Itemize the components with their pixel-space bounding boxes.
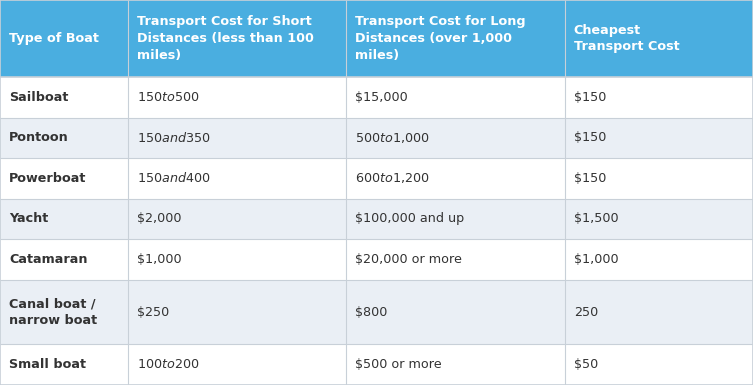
Bar (0, 199, 128, 239)
Bar (565, 345, 753, 385)
Bar (128, 280, 346, 345)
Bar (565, 77, 753, 117)
Text: $150: $150 (574, 131, 606, 144)
Bar (565, 0, 753, 77)
Bar (565, 199, 753, 239)
Text: Transport Cost for Long
Distances (over 1,000
miles): Transport Cost for Long Distances (over … (355, 15, 526, 62)
Text: $50: $50 (574, 358, 598, 371)
Text: $100,000 and up: $100,000 and up (355, 213, 465, 225)
Bar (128, 117, 346, 158)
Text: $800: $800 (355, 306, 388, 318)
Bar (0, 280, 128, 345)
Text: $100 to $200: $100 to $200 (137, 358, 200, 371)
Bar (565, 158, 753, 199)
Text: Sailboat: Sailboat (9, 91, 69, 104)
Bar (0, 239, 128, 280)
Bar (346, 239, 565, 280)
Bar (0, 117, 128, 158)
Bar (346, 0, 565, 77)
Text: Catamaran: Catamaran (9, 253, 87, 266)
Bar (128, 239, 346, 280)
Text: $1,000: $1,000 (137, 253, 181, 266)
Bar (128, 345, 346, 385)
Text: $150 and $350: $150 and $350 (137, 131, 211, 145)
Text: $20,000 or more: $20,000 or more (355, 253, 462, 266)
Text: $150: $150 (574, 172, 606, 185)
Text: $250: $250 (137, 306, 169, 318)
Text: Transport Cost for Short
Distances (less than 100
miles): Transport Cost for Short Distances (less… (137, 15, 314, 62)
Bar (346, 77, 565, 117)
Text: $600 to $1,200: $600 to $1,200 (355, 171, 430, 185)
Text: Canal boat /
narrow boat: Canal boat / narrow boat (9, 297, 97, 327)
Text: $150 and $400: $150 and $400 (137, 171, 211, 185)
Text: Powerboat: Powerboat (9, 172, 87, 185)
Bar (346, 199, 565, 239)
Bar (0, 158, 128, 199)
Bar (346, 158, 565, 199)
Text: $150: $150 (574, 91, 606, 104)
Bar (0, 0, 128, 77)
Bar (565, 280, 753, 345)
Text: $150 to $500: $150 to $500 (137, 91, 200, 104)
Bar (128, 77, 346, 117)
Text: $2,000: $2,000 (137, 213, 181, 225)
Text: Pontoon: Pontoon (9, 131, 69, 144)
Bar (346, 117, 565, 158)
Bar (346, 345, 565, 385)
Bar (128, 158, 346, 199)
Text: Type of Boat: Type of Boat (9, 32, 99, 45)
Bar (128, 199, 346, 239)
Text: $500 or more: $500 or more (355, 358, 442, 371)
Text: $1,500: $1,500 (574, 213, 618, 225)
Text: $500 to $1,000: $500 to $1,000 (355, 131, 430, 145)
Bar (565, 239, 753, 280)
Text: Yacht: Yacht (9, 213, 48, 225)
Bar (565, 117, 753, 158)
Text: Small boat: Small boat (9, 358, 86, 371)
Bar (0, 77, 128, 117)
Text: $15,000: $15,000 (355, 91, 408, 104)
Bar (346, 280, 565, 345)
Text: Cheapest
Transport Cost: Cheapest Transport Cost (574, 24, 679, 53)
Text: $1,000: $1,000 (574, 253, 618, 266)
Text: 250: 250 (574, 306, 598, 318)
Bar (128, 0, 346, 77)
Bar (0, 345, 128, 385)
